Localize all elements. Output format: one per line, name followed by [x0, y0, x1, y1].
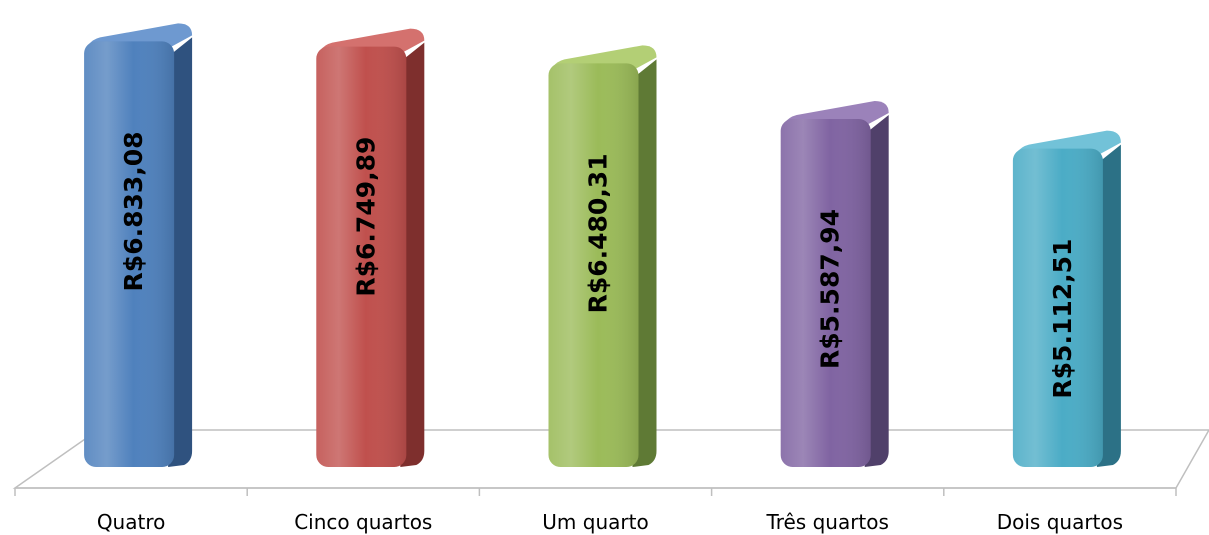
category-labels: Quatro Cinco quartos Um quarto Três quartos…	[97, 510, 1123, 534]
bar-highlight	[316, 46, 407, 468]
value-label: R$6.833,08	[119, 131, 148, 291]
bar-highlight	[84, 41, 175, 467]
category-label: Quatro	[97, 510, 166, 534]
value-label: R$6.749,89	[351, 137, 380, 297]
bar	[780, 100, 889, 467]
value-label: R$5.112,51	[1048, 239, 1077, 399]
category-label: Um quarto	[542, 510, 648, 534]
bar-highlight	[548, 63, 639, 468]
value-label: R$5.587,94	[816, 209, 845, 369]
bar	[1012, 130, 1121, 468]
bar	[548, 45, 657, 468]
bars: R$6.833,08 R$6.749,89 R$6.480,31 R$5.587,94…	[84, 23, 1121, 468]
bar-highlight	[780, 118, 871, 467]
value-label: R$6.480,31	[584, 153, 613, 313]
category-label: Dois quartos	[997, 510, 1123, 534]
bar	[84, 23, 193, 467]
bar	[316, 28, 425, 468]
x-axis-ticks	[14, 488, 1177, 496]
bar-highlight	[1012, 148, 1103, 468]
category-label: Três quartos	[765, 510, 889, 534]
category-label: Cinco quartos	[294, 510, 432, 534]
